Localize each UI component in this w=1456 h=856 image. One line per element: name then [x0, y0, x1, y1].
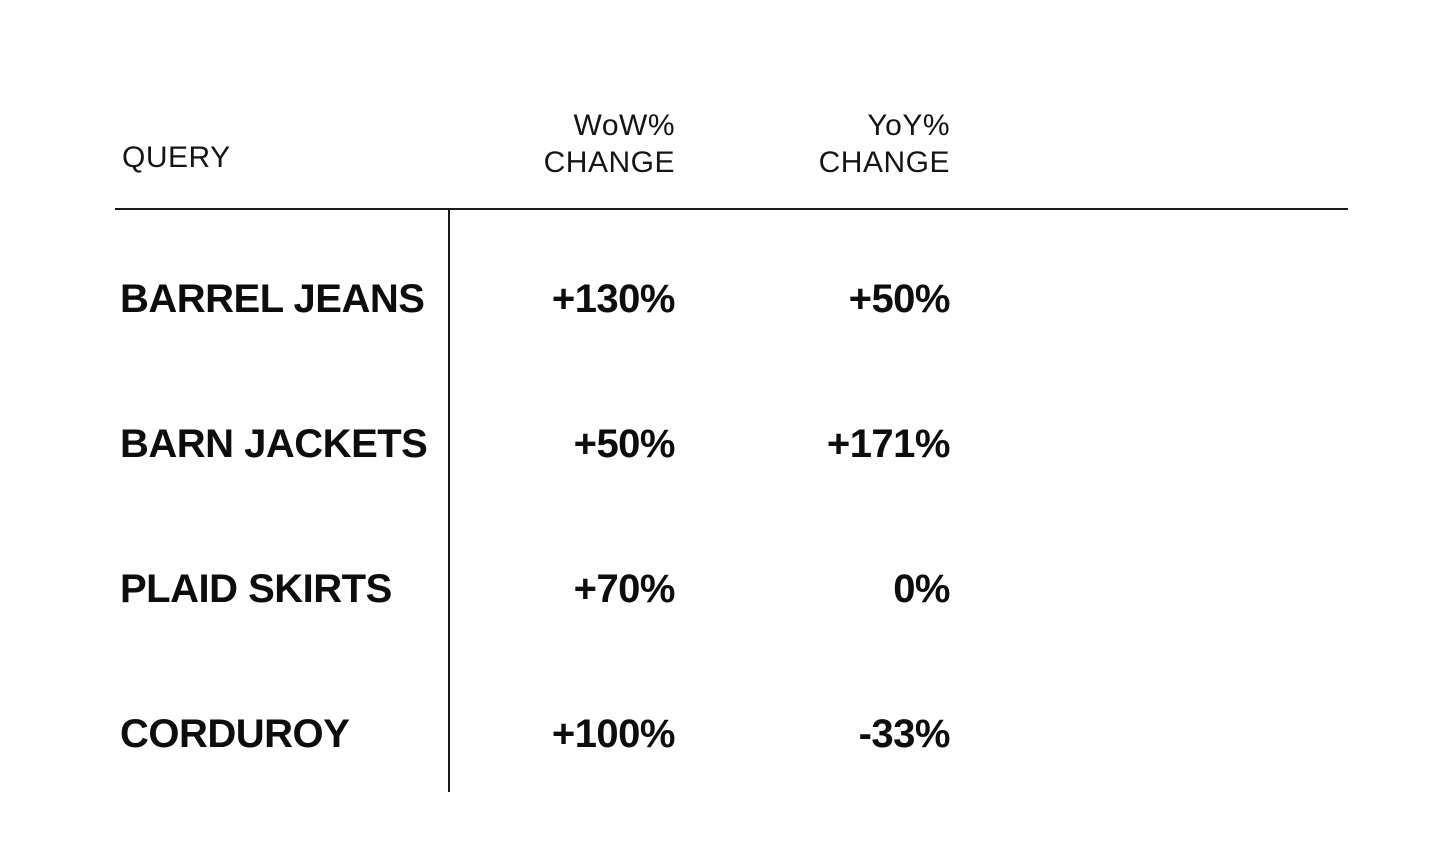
column-header-wow-change: WoW% CHANGE — [544, 107, 675, 181]
column-header-query: QUERY — [122, 141, 231, 174]
column-header-yoy-line2: CHANGE — [818, 146, 950, 179]
query-cell: BARREL JEANS — [120, 277, 425, 321]
table-row: CORDUROY +100% -33% — [0, 710, 1456, 758]
yoy-change-cell: +50% — [848, 277, 951, 321]
query-cell: BARN JACKETS — [120, 422, 428, 466]
column-divider-line — [448, 210, 450, 792]
table-row: BARN JACKETS +50% +171% — [0, 420, 1456, 468]
wow-change-cell: +50% — [573, 422, 676, 466]
wow-change-cell: +100% — [551, 712, 676, 756]
query-cell: CORDUROY — [120, 712, 350, 756]
yoy-change-cell: +171% — [826, 422, 951, 466]
table-row: PLAID SKIRTS +70% 0% — [0, 565, 1456, 613]
header-divider-line — [115, 208, 1348, 210]
column-header-yoy-change: YoY% CHANGE — [819, 107, 950, 181]
table-row: BARREL JEANS +130% +50% — [0, 275, 1456, 323]
column-header-wow-line1: WoW% — [573, 109, 675, 142]
yoy-change-cell: -33% — [858, 712, 951, 756]
column-header-yoy-line1: YoY% — [867, 109, 950, 142]
query-cell: PLAID SKIRTS — [120, 567, 392, 611]
column-header-wow-line2: CHANGE — [543, 146, 675, 179]
yoy-change-cell: 0% — [893, 567, 950, 611]
wow-change-cell: +70% — [573, 567, 676, 611]
wow-change-cell: +130% — [551, 277, 676, 321]
